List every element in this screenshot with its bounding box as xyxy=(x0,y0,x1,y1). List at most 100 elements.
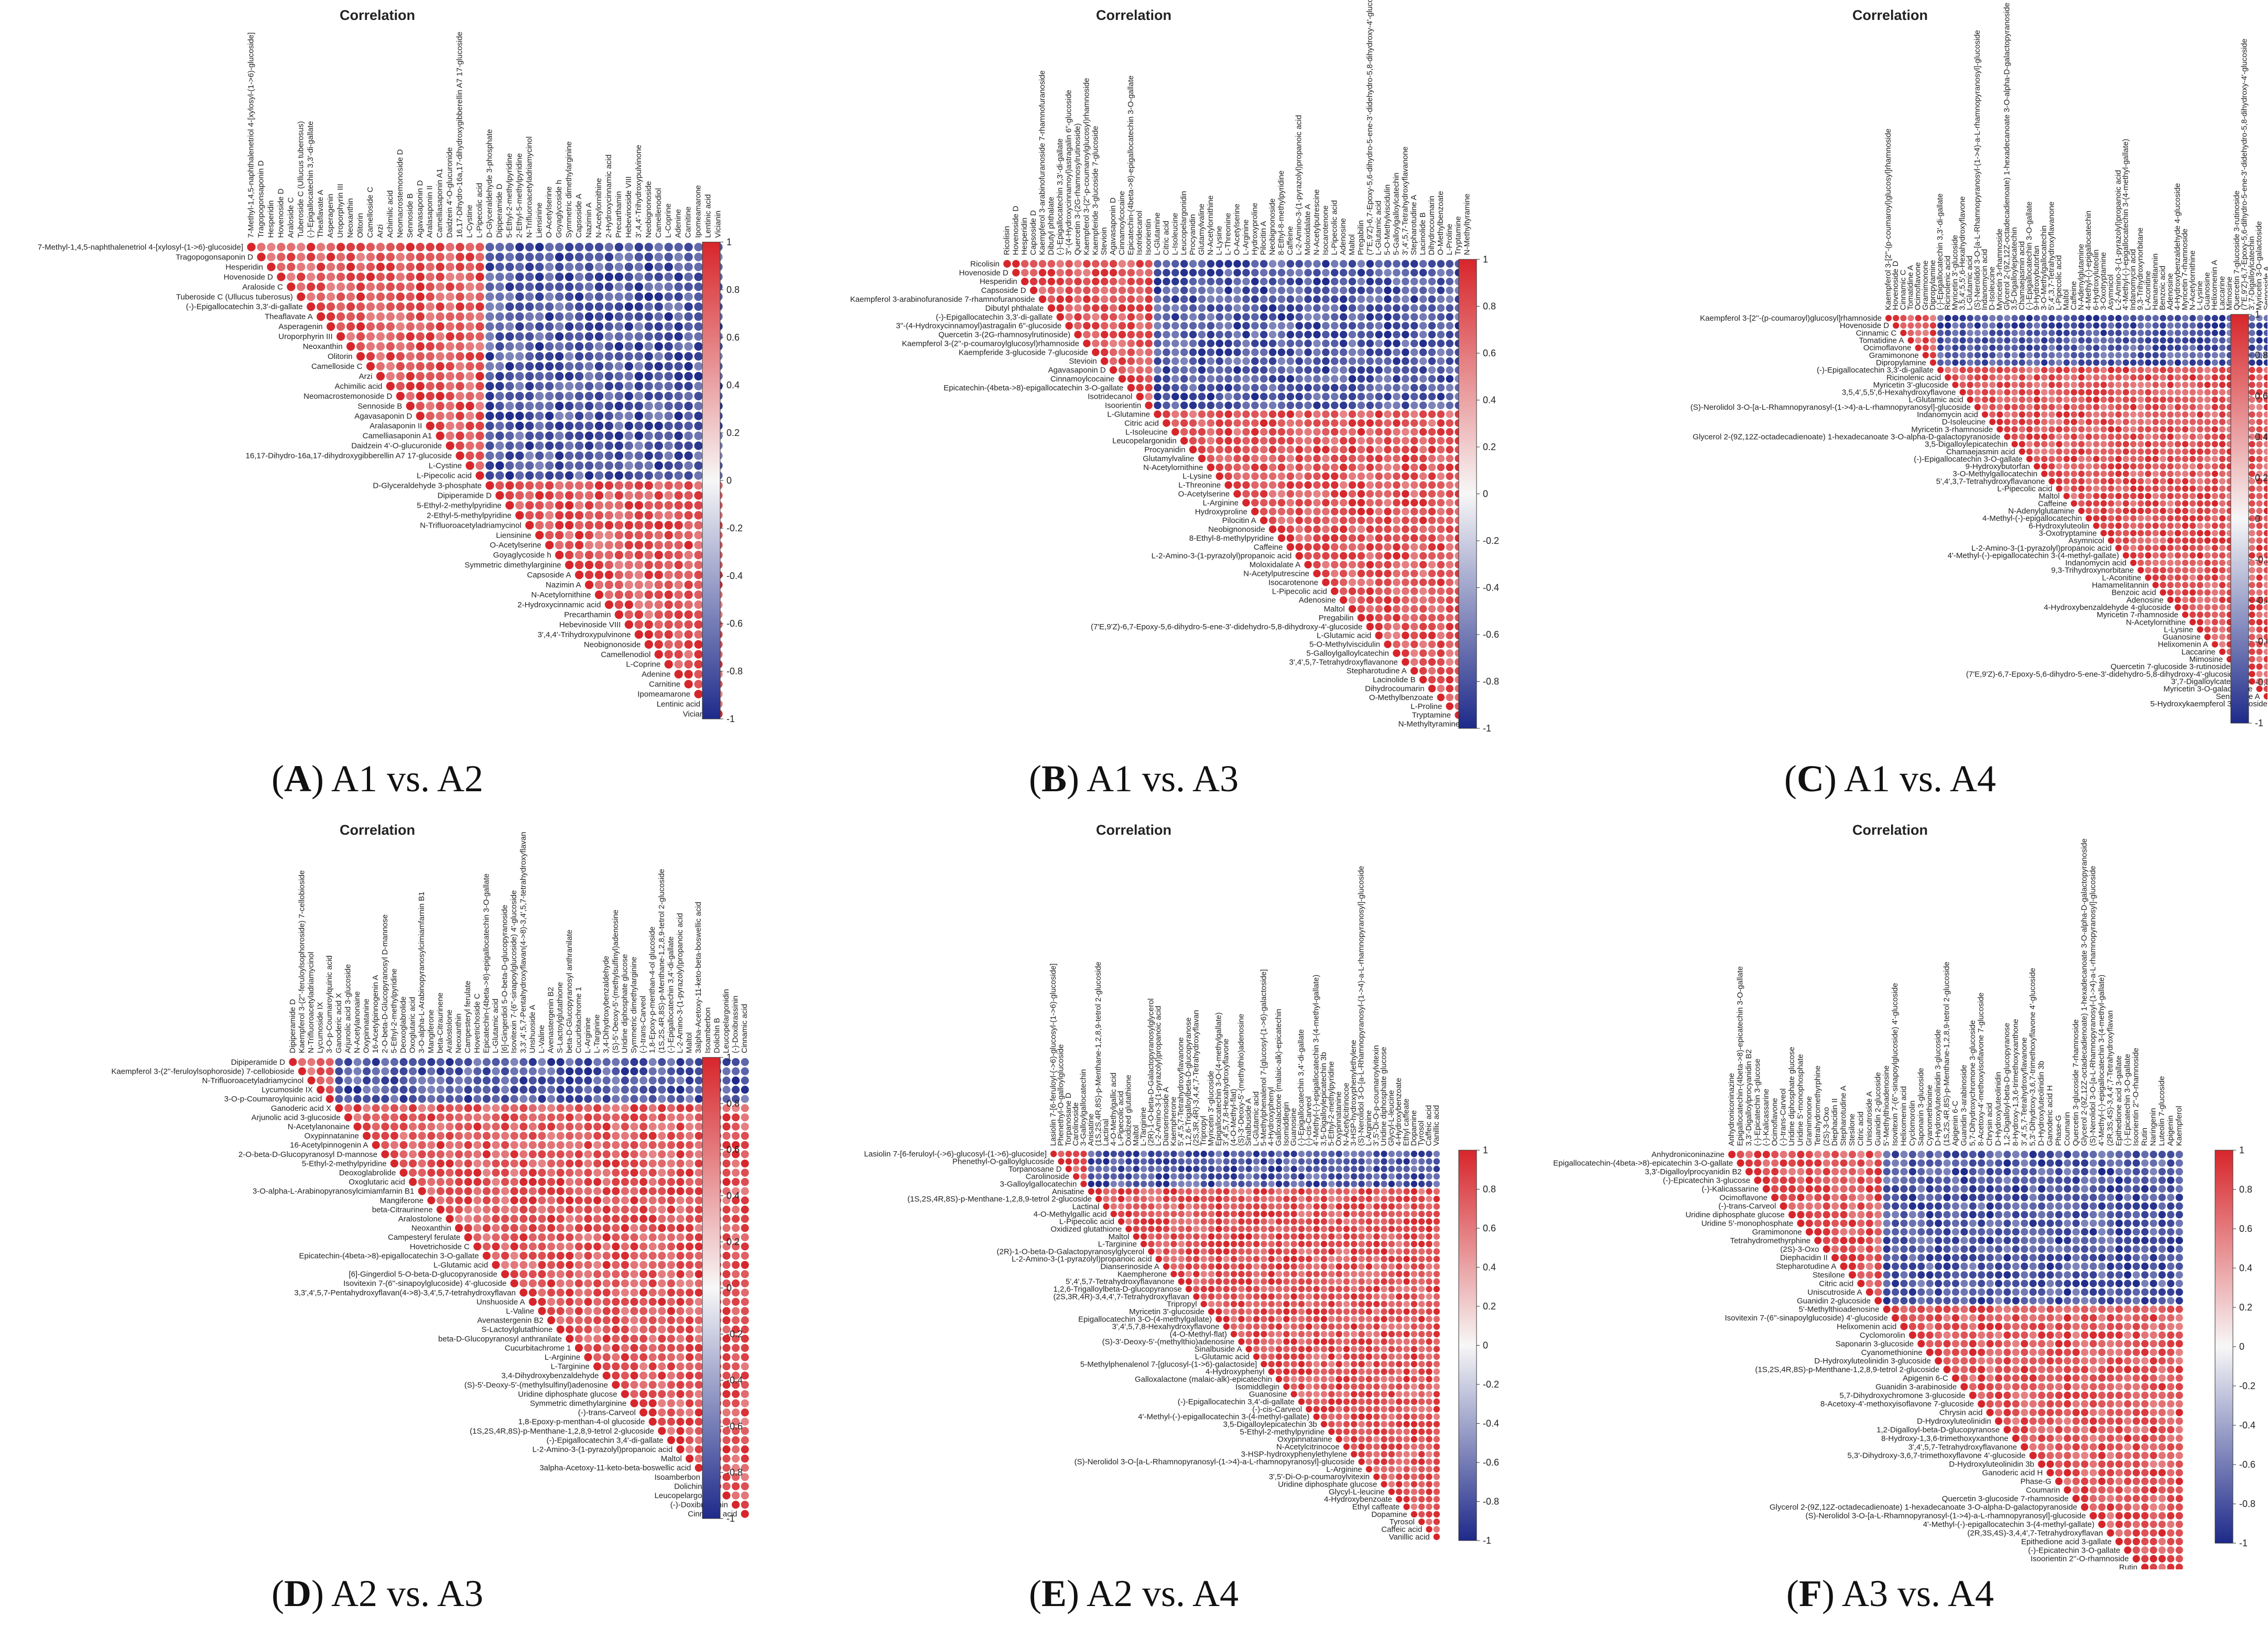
correlation-cell xyxy=(1974,314,1981,322)
row-label: Pilocitin A xyxy=(1222,516,1256,525)
correlation-cell xyxy=(2108,344,2114,351)
correlation-cell xyxy=(2130,530,2137,537)
correlation-cell xyxy=(2115,337,2122,344)
correlation-cell xyxy=(2256,330,2263,336)
correlation-cell xyxy=(1260,401,1268,409)
correlation-cell xyxy=(674,491,683,500)
correlation-cell xyxy=(2130,493,2137,499)
correlation-cell xyxy=(455,372,464,381)
correlation-cell xyxy=(475,282,484,291)
column-label: 3',4,4'-Trihydroxypulvinone xyxy=(634,145,643,238)
correlation-cell xyxy=(495,312,504,321)
correlation-cell xyxy=(574,1095,583,1103)
correlation-cell xyxy=(1339,490,1348,498)
correlation-cell xyxy=(1313,410,1321,418)
correlation-cell xyxy=(2211,441,2218,447)
colorbar-tick-label: 0.8 xyxy=(1483,301,1496,312)
correlation-cell xyxy=(510,1113,518,1121)
row-label: Indanomycin acid xyxy=(1917,410,1978,419)
correlation-cell xyxy=(1268,295,1277,303)
correlation-cell xyxy=(356,342,365,351)
correlation-cell xyxy=(1437,614,1445,622)
correlation-cell xyxy=(1216,463,1223,472)
correlation-cell xyxy=(1260,313,1268,321)
correlation-cell xyxy=(654,332,663,341)
correlation-cell xyxy=(1339,357,1348,365)
correlation-cell xyxy=(686,1058,694,1066)
correlation-cell xyxy=(1047,260,1056,268)
correlation-cell xyxy=(1330,570,1339,577)
correlation-cell xyxy=(2249,530,2255,537)
correlation-cell xyxy=(1419,313,1427,321)
correlation-cell xyxy=(2152,567,2159,574)
correlation-cell xyxy=(584,481,594,490)
correlation-cell xyxy=(2100,330,2107,336)
correlation-cell xyxy=(386,272,395,281)
correlation-cell xyxy=(614,521,624,530)
correlation-cell xyxy=(634,630,644,639)
correlation-cell xyxy=(1021,277,1029,286)
correlation-cell xyxy=(482,1086,491,1094)
correlation-cell xyxy=(2249,634,2255,640)
correlation-cell xyxy=(2189,455,2196,463)
correlation-cell xyxy=(492,1113,500,1121)
correlation-cell xyxy=(2167,596,2174,603)
correlation-cell xyxy=(674,263,683,271)
correlation-cell xyxy=(574,551,584,560)
correlation-cell xyxy=(2174,374,2182,381)
correlation-cell xyxy=(2204,612,2211,618)
correlation-cell xyxy=(1437,570,1445,577)
correlation-cell xyxy=(436,391,444,401)
correlation-cell xyxy=(1428,499,1436,507)
correlation-cell xyxy=(2160,455,2166,463)
correlation-cell xyxy=(353,1104,362,1112)
correlation-cell xyxy=(2093,344,2100,351)
correlation-cell xyxy=(1304,401,1312,409)
correlation-cell xyxy=(2160,396,2166,403)
correlation-cell xyxy=(1251,366,1259,374)
correlation-cell xyxy=(1021,269,1029,277)
correlation-cell xyxy=(485,431,494,440)
correlation-cell xyxy=(1428,277,1436,286)
correlation-cell xyxy=(427,1076,436,1085)
correlation-cell xyxy=(556,1058,565,1066)
correlation-cell xyxy=(1437,623,1445,631)
row-label: Maltol xyxy=(1324,605,1345,614)
correlation-cell xyxy=(1313,295,1321,303)
correlation-cell xyxy=(1233,269,1241,277)
correlation-cell xyxy=(2189,322,2196,329)
correlation-cell xyxy=(1330,286,1339,294)
correlation-cell xyxy=(1268,286,1277,294)
correlation-cell xyxy=(545,491,554,500)
correlation-cell xyxy=(386,243,395,252)
correlation-cell xyxy=(535,481,544,490)
correlation-cell xyxy=(446,312,454,321)
correlation-cell xyxy=(1446,277,1454,286)
correlation-cell xyxy=(2219,641,2226,648)
correlation-cell xyxy=(495,372,504,381)
correlation-cell xyxy=(247,243,256,252)
correlation-cell xyxy=(1322,516,1330,525)
correlation-cell xyxy=(624,302,634,311)
correlation-cell xyxy=(1109,366,1117,374)
row-label: L-Arginine xyxy=(1203,498,1239,507)
correlation-cell xyxy=(1366,428,1374,436)
colorbar-tick-label: 0.4 xyxy=(2255,432,2267,442)
correlation-cell xyxy=(547,1058,556,1066)
correlation-cell xyxy=(1419,269,1427,277)
correlation-cell xyxy=(1163,410,1170,418)
correlation-cell xyxy=(1410,525,1418,533)
correlation-cell xyxy=(485,292,494,301)
correlation-cell xyxy=(399,1113,408,1121)
correlation-cell xyxy=(1419,375,1427,383)
correlation-cell xyxy=(366,362,375,371)
correlation-cell xyxy=(2182,389,2189,396)
correlation-cell xyxy=(574,481,584,490)
correlation-cell xyxy=(2063,381,2070,388)
correlation-cell xyxy=(436,372,444,381)
correlation-cell xyxy=(426,401,435,410)
correlation-cell xyxy=(1198,286,1206,294)
correlation-cell xyxy=(535,322,544,331)
correlation-cell xyxy=(515,441,524,450)
correlation-cell xyxy=(555,511,564,520)
